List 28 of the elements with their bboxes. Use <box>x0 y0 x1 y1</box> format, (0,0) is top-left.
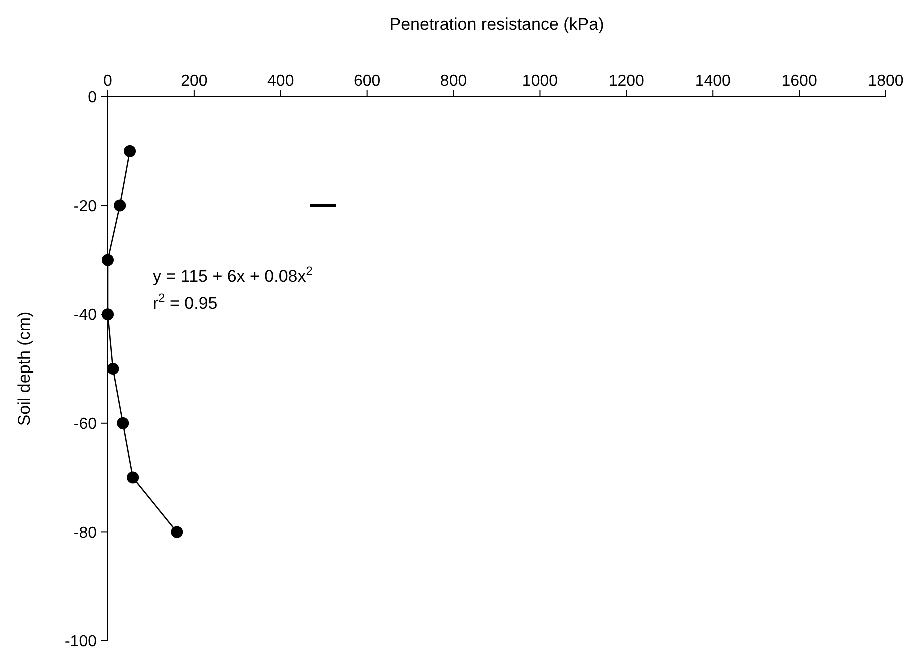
annotation: y = 115 + 6x + 0.08x$^{2}$ <box>153 264 314 286</box>
x-tick-label: 600 <box>354 73 381 90</box>
y-tick-label: -40 <box>74 307 98 324</box>
y-tick-label: -20 <box>74 198 98 216</box>
y-tick-label: -60 <box>74 416 98 433</box>
y-tick-label: -80 <box>74 524 98 542</box>
point <box>102 308 114 321</box>
x-tick-label: 1400 <box>695 73 732 90</box>
x-tick-label: 1000 <box>522 73 558 90</box>
x-tick-label: 800 <box>440 73 468 90</box>
point <box>114 200 126 212</box>
y-tick-label: 0 <box>88 90 98 107</box>
x-tick-label: 200 <box>181 73 208 90</box>
x-tick-label: 1200 <box>608 73 645 90</box>
y-axis-title: Soil depth (cm) <box>15 312 34 426</box>
y-tick-label: -100 <box>64 634 98 650</box>
point <box>171 526 184 538</box>
point <box>117 417 130 430</box>
x-tick-label: 1800 <box>868 73 904 90</box>
point <box>124 145 136 158</box>
x-tick-label: 1600 <box>782 73 818 90</box>
point <box>102 254 114 266</box>
x-tick-label: 0 <box>104 73 113 90</box>
point <box>107 363 120 375</box>
x-tick-label: 400 <box>268 73 294 90</box>
x-axis-title: Penetration resistance (kPa) <box>390 15 604 34</box>
annotation: r$^{2}$ = 0.95 <box>153 291 218 313</box>
point <box>127 472 140 484</box>
